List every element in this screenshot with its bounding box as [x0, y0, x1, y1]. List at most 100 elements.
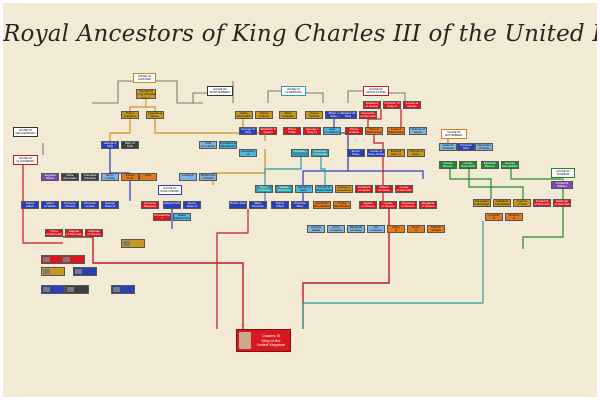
person-box[interactable]: Amelia of Württemberg	[315, 185, 333, 193]
person-box[interactable]: Victoria of Hesse	[409, 127, 427, 135]
person-box[interactable]: Constantine Nikolaevich	[219, 141, 237, 149]
person-box[interactable]: Henry of Battenberg	[407, 225, 425, 233]
person-box[interactable]: Prince Louis	[121, 173, 139, 181]
person-box[interactable]: Elena Vladimirovna	[173, 213, 191, 221]
person-box[interactable]: Prince Francis Duke of Teck	[255, 111, 273, 119]
person-box[interactable]: Elizabeth Bowes-Lyon	[481, 161, 499, 169]
person-box[interactable]: Ludwig II	[179, 173, 197, 181]
person-box[interactable]: George Duke of Kent	[101, 201, 119, 209]
person-box[interactable]: Mary Adelaide of Cambridge	[279, 111, 297, 119]
person-box[interactable]: Frederick of Hesse	[355, 185, 373, 193]
person-box[interactable]: Prince John	[229, 201, 247, 209]
person-box[interactable]: Claude Bowes-Lyon	[439, 161, 457, 169]
person-box[interactable]: Louise Mountbatten	[333, 201, 351, 209]
portrait-box[interactable]	[61, 255, 85, 264]
person-box[interactable]: Joseph of Saxe-Altenburg	[295, 185, 313, 193]
person-box[interactable]: Sophie of Greece	[359, 201, 377, 209]
person-box[interactable]: Olga Constantinovna	[323, 127, 341, 135]
person-box[interactable]: Henry Duke of Gloucester	[183, 201, 201, 209]
person-box[interactable]: Elizabeth II Queen	[259, 127, 277, 135]
person-box[interactable]: William of Hesse	[375, 185, 393, 193]
person-box[interactable]: Louise of Hesse-Kassel	[403, 101, 421, 109]
person-box[interactable]: Francis of Teck	[513, 199, 531, 207]
person-box[interactable]: Princess Mary	[291, 201, 309, 209]
person-box[interactable]: Louis of Battenberg	[387, 127, 405, 135]
person-box[interactable]: Victoria of Saxe-Coburg	[407, 149, 425, 157]
person-box[interactable]: George III King of Great Britain	[136, 89, 156, 99]
portrait-box[interactable]	[73, 267, 97, 276]
person-box[interactable]: Countess Claudine Rhédey	[81, 173, 99, 181]
person-box[interactable]: Victoria Melita	[307, 225, 325, 233]
person-box[interactable]: Duke Alexander of Württemberg	[61, 173, 79, 181]
central-box-charles[interactable]: Charles III King of the United Kingdom	[236, 329, 291, 352]
person-box[interactable]: Princess Alice	[457, 143, 475, 151]
person-box[interactable]: Princess Victoria	[61, 201, 79, 209]
portrait-box[interactable]	[65, 285, 89, 294]
person-box[interactable]: Louise of Saxe-Gotha	[367, 149, 385, 157]
person-box[interactable]: Marie of Battenberg	[387, 225, 405, 233]
person-box[interactable]: Alexandra of Denmark	[359, 111, 377, 119]
person-box[interactable]: Mary Princess Royal	[249, 201, 267, 209]
person-box[interactable]: Duke Alexander of Württemberg	[235, 111, 253, 119]
person-box[interactable]: Alexander Cambridge	[473, 199, 491, 207]
person-box[interactable]: Prince Albert	[271, 201, 289, 209]
person-box[interactable]: Ernst I Saxe-Coburg	[347, 149, 365, 157]
portrait-box[interactable]	[121, 239, 145, 248]
person-box[interactable]: Leopold of Battenberg	[485, 213, 503, 221]
person-box[interactable]: George V of Hanover	[335, 185, 353, 193]
person-box[interactable]: Alexander of Hesse	[475, 143, 493, 151]
person-box[interactable]: Augusta Reuss	[41, 173, 59, 181]
person-box[interactable]: Maud of Wales	[41, 201, 59, 209]
person-box[interactable]: Augusta of Hesse-Kassel	[146, 111, 164, 119]
person-box[interactable]: Maurice of Battenberg	[505, 213, 523, 221]
person-box[interactable]: Prince Adolphus Duke of Cambridge	[121, 111, 139, 119]
person-box[interactable]: Charlotte of Prussia	[311, 149, 329, 157]
person-box[interactable]: Prince Philip Duke of Edinburgh	[283, 127, 301, 135]
person-box[interactable]: Francis Joseph of Battenberg	[427, 225, 445, 233]
person-box[interactable]: Irene of Hesse	[327, 225, 345, 233]
person-box[interactable]: Cecilie of Greece	[379, 201, 397, 209]
person-box[interactable]: Louise of Denmark	[395, 185, 413, 193]
person-box[interactable]: Louis IV of Hesse	[439, 143, 457, 151]
person-box[interactable]: Queen Victoria	[305, 111, 323, 119]
person-box[interactable]: Prince Albert Victor	[21, 201, 39, 209]
person-box[interactable]: Nicholas of Greece	[85, 229, 103, 237]
person-box[interactable]: Mary of Teck	[121, 141, 139, 149]
person-box[interactable]: Cecilia Cavendish	[459, 161, 477, 169]
person-box[interactable]: Valdemar of Denmark	[553, 199, 571, 207]
person-box[interactable]: Frederick William	[551, 181, 573, 189]
person-box[interactable]: Frederick of Hesse-Kassel	[363, 101, 381, 109]
person-box[interactable]: Wilhelmine of Baden	[199, 173, 217, 181]
person-box[interactable]: Christian IX King of Denmark	[383, 101, 401, 109]
person-box[interactable]: Frederick of Denmark	[533, 199, 551, 207]
person-box[interactable]: Paul I of Russia	[255, 185, 273, 193]
portrait-box[interactable]	[41, 267, 65, 276]
person-box[interactable]: Alix of Hesse	[367, 225, 385, 233]
person-box[interactable]: George I King of Greece	[303, 127, 321, 135]
person-box[interactable]: Adolphus Cambridge	[493, 199, 511, 207]
person-box[interactable]: Prince Andrew of Greece	[345, 127, 363, 135]
person-box[interactable]: Princess Margaret	[141, 201, 159, 209]
person-box[interactable]: Alice of Battenberg	[365, 127, 383, 135]
person-box[interactable]: Alexandra of Saxe-Altenburg	[239, 149, 257, 157]
person-box[interactable]: Sophie Dorothea	[275, 185, 293, 193]
person-box[interactable]: Nicholas I	[291, 149, 309, 157]
person-box[interactable]: Edward Duke of Kent	[387, 149, 405, 157]
person-box[interactable]: Theodora of Greece	[399, 201, 417, 209]
person-box[interactable]: Edward VIII	[163, 201, 181, 209]
person-box[interactable]: Julia von Hauke	[199, 141, 217, 149]
person-box[interactable]: Thyra of Denmark	[45, 229, 63, 237]
person-box[interactable]: George V King	[101, 141, 119, 149]
person-box[interactable]: Princess Louise	[81, 201, 99, 209]
person-box[interactable]: Alexander Mountbatten	[313, 201, 331, 209]
person-box[interactable]: Elisabeth of Hesse	[347, 225, 365, 233]
person-box[interactable]: Margarita of Greece	[419, 201, 437, 209]
person-box[interactable]: George VI King	[239, 127, 257, 135]
portrait-box[interactable]	[41, 285, 65, 294]
portrait-box[interactable]	[111, 285, 135, 294]
person-box[interactable]: George Mountbatten	[501, 161, 519, 169]
person-box[interactable]: Ernst Ludwig	[101, 173, 119, 181]
person-box[interactable]: Edward VII King	[339, 111, 357, 119]
person-box[interactable]: Constantine I of Greece	[153, 213, 171, 221]
person-box[interactable]: Dagmar of Denmark	[65, 229, 83, 237]
